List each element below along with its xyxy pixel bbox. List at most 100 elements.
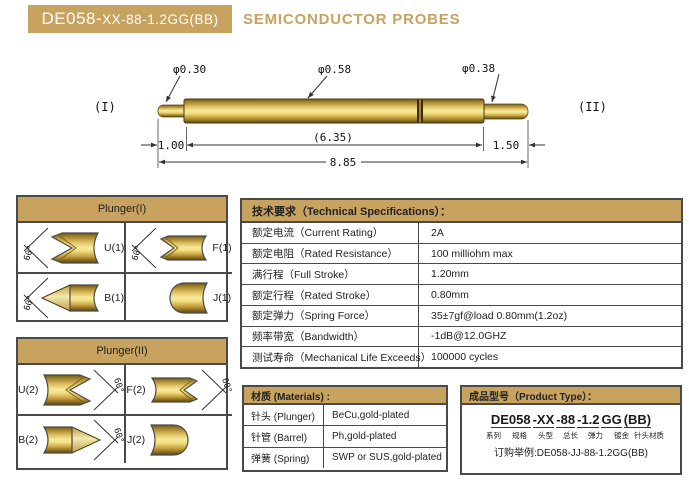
- material-value: Ph,gold-plated: [332, 430, 397, 442]
- spec-row: 满行程（Full Stroke） 1.20mm: [242, 263, 681, 285]
- plunger-tip-label: F(2): [126, 383, 146, 396]
- spec-label: 额定弹力（Spring Force）: [242, 305, 419, 326]
- plunger1-cell-f: 60° F(1): [124, 223, 232, 272]
- probe-ring-highlight: [419, 99, 421, 123]
- material-row: 弹簧 (Spring) SWP or SUS,gold-plated: [244, 446, 446, 468]
- extension-lines: [157, 119, 529, 168]
- material-label: 针头 (Plunger): [244, 405, 324, 426]
- plunger-tip-label: U(1): [104, 241, 125, 254]
- plunger1-table: Plunger(I) 60° U(1) 60° F(1) 60°: [16, 195, 232, 322]
- model-segment-labels: 系列 规格 头型 总长 弹力 镀金 针头材质: [462, 430, 680, 441]
- model-segment: GG: [601, 412, 622, 428]
- spec-value: 100000 cycles: [431, 351, 499, 364]
- spec-value: 1.20mm: [431, 268, 469, 281]
- product-type-box: 成品型号（Product Type）： DE058 -XX -88 -1.2 GG (BB…: [460, 385, 682, 475]
- model-badge-rest: XX-88-1.2GG(BB): [102, 11, 219, 27]
- dia-tip-label: φ0.30: [173, 63, 206, 76]
- plunger1-cell-j: J(1): [124, 272, 232, 321]
- leader-lines: [165, 73, 500, 103]
- order-example: 订购举例:DE058-JJ-88-1.2GG(BB): [494, 448, 648, 459]
- spec-label: 额定行程（Rated Stroke）: [242, 285, 419, 305]
- plunger2-header: Plunger(II): [18, 339, 226, 365]
- material-label: 针管 (Barrel): [244, 426, 324, 447]
- plunger1-cell-u: 60° U(1): [18, 223, 124, 272]
- dim-rod-label: 1.50: [493, 139, 520, 152]
- product-type-content: DE058 -XX -88 -1.2 GG (BB) 系列 规格 头型 总长 弹力 镀金 …: [462, 412, 680, 478]
- dim-barrel-label: (6.35): [313, 131, 353, 144]
- plunger2-cell-b: B(2) 60°: [18, 414, 125, 463]
- probe-barrel: [183, 98, 485, 124]
- probe-body: [157, 98, 529, 124]
- plunger2-cell-u: U(2) 60°: [18, 365, 124, 414]
- spec-row: 额定行程（Rated Stroke） 0.80mm: [242, 284, 681, 305]
- spec-value: 0.80mm: [431, 289, 469, 302]
- spec-label: 额定电阻（Rated Resistance）: [242, 243, 419, 264]
- material-row: 针头 (Plunger) BeCu,gold-plated: [244, 405, 446, 426]
- segment-label: 系列: [486, 431, 501, 440]
- segment-label: 规格: [512, 431, 527, 440]
- dim-tip-label: 1.00: [158, 139, 185, 152]
- specs-table: 技术要求（Technical Specifications）： 额定电流（Cur…: [240, 198, 683, 369]
- model-badge-main: DE058-: [41, 9, 103, 28]
- plunger-tip-j2-graphic: [150, 423, 189, 456]
- plunger-tip-label: F(1): [212, 241, 232, 254]
- materials-header: 材质 (Materials) :: [244, 387, 446, 405]
- end-left-label: (I): [94, 100, 116, 114]
- dia-rod-label: φ0.38: [462, 62, 495, 75]
- specs-body: 额定电流（Current Rating） 2A 额定电阻（Rated Resis…: [242, 223, 681, 368]
- model-badge: DE058- XX-88-1.2GG(BB): [28, 5, 232, 33]
- plunger-tip-u1-graphic: 60°: [22, 227, 99, 268]
- spec-row: 额定电阻（Rated Resistance） 100 milliohm max: [242, 242, 681, 264]
- spec-value: 100 milliohm max: [431, 247, 513, 260]
- model-segment: -1.2: [577, 412, 600, 428]
- spec-row: 频率带宽（Bandwidth） -1dB@12.0GHZ: [242, 325, 681, 347]
- spec-label: 频率带宽（Bandwidth）: [242, 326, 419, 347]
- plunger2-cell-j: J(2): [124, 414, 232, 463]
- spec-row: 测试寿命（Mechanical Life Exceeds） 100000 cyc…: [242, 346, 681, 368]
- end-right-label: (II): [578, 100, 607, 114]
- spec-label: 测试寿命（Mechanical Life Exceeds）: [242, 347, 431, 368]
- material-label: 弹簧 (Spring): [244, 447, 324, 468]
- spec-label: 满行程（Full Stroke）: [242, 264, 419, 285]
- segment-label: 镀金: [614, 431, 629, 440]
- plunger-tip-label: U(2): [18, 383, 39, 396]
- material-value: BeCu,gold-plated: [332, 409, 410, 421]
- plunger-tip-b1-graphic: 60°: [23, 277, 100, 318]
- plunger1-grid: 60° U(1) 60° F(1) 60° B(1): [18, 223, 232, 321]
- page-title: SEMICONDUCTOR PROBES: [243, 11, 461, 28]
- segment-label: 总长: [563, 431, 578, 440]
- plunger1-cell-b: 60° B(1): [18, 272, 125, 321]
- angle-label: 60°: [23, 294, 37, 312]
- plunger-tip-label: B(1): [104, 291, 125, 304]
- plunger-tip-label: B(2): [18, 433, 39, 446]
- spec-value: 35±7gf@load 0.80mm(1.2oz): [431, 309, 568, 322]
- model-segment: DE058: [490, 412, 531, 428]
- specs-header: 技术要求（Technical Specifications）：: [242, 200, 681, 223]
- dia-barrel-label: φ0.58: [318, 63, 351, 76]
- spec-row: 额定弹力（Spring Force） 35±7gf@load 0.80mm(1.…: [242, 304, 681, 326]
- model-segment: -88: [556, 412, 576, 428]
- spec-value: 2A: [431, 226, 444, 239]
- model-segment: (BB): [623, 412, 652, 428]
- angle-label: 60°: [22, 244, 36, 262]
- plunger-tip-label: J(2): [127, 433, 146, 446]
- plunger-tip-label: J(1): [213, 291, 232, 304]
- plunger2-grid: U(2) 60° F(2) 60° B(2): [18, 365, 232, 463]
- product-type-header: 成品型号（Product Type）：: [462, 387, 680, 405]
- segment-label: 头型: [538, 431, 553, 440]
- plunger2-cell-f: F(2) 60°: [124, 365, 232, 414]
- probe-technical-drawing: φ0.30 φ0.58 φ0.38 (I) (II) 1.00 (6.35) 1…: [94, 62, 607, 169]
- material-row: 针管 (Barrel) Ph,gold-plated: [244, 425, 446, 447]
- spec-value: -1dB@12.0GHZ: [431, 330, 507, 343]
- plunger-tip-j1-graphic: [169, 281, 208, 314]
- plunger2-table: Plunger(II) U(2) 60° F(2) 60°: [16, 337, 232, 470]
- segment-label: 弹力: [588, 431, 603, 440]
- probe-plunger-right: [477, 103, 529, 120]
- spec-label: 额定电流（Current Rating）: [242, 223, 419, 243]
- dim-total-label: 8.85: [330, 156, 357, 169]
- angle-label: 60°: [131, 244, 145, 262]
- plunger1-header: Plunger(I): [18, 197, 226, 223]
- spec-row: 额定电流（Current Rating） 2A: [242, 223, 681, 243]
- plunger-tip-f1-graphic: 60°: [131, 227, 208, 268]
- material-value: SWP or SUS,gold-plated: [332, 452, 442, 464]
